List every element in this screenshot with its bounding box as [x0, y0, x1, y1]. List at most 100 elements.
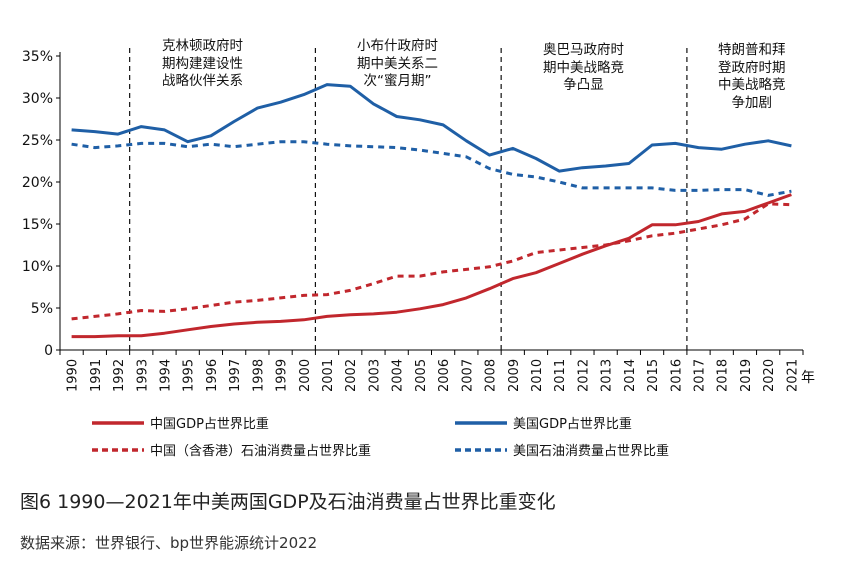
x-tick-label: 2010	[530, 359, 545, 392]
x-tick-label: 1990	[66, 359, 81, 392]
x-tick-label: 2009	[507, 359, 522, 392]
data-point	[279, 320, 282, 323]
data-point	[604, 186, 607, 189]
figure-source: 数据来源：世界银行、bp世界能源统计2022	[20, 534, 318, 552]
x-tick-label: 2007	[460, 359, 475, 392]
data-point	[627, 239, 630, 242]
data-point	[140, 142, 143, 145]
x-tick-label: 2014	[623, 359, 638, 392]
annotation-line: 期构建建设性	[162, 55, 243, 72]
data-point	[256, 321, 259, 324]
y-tick-label: 30%	[22, 91, 53, 107]
data-point	[163, 332, 166, 335]
data-point	[581, 246, 584, 249]
data-point	[70, 128, 73, 131]
data-point	[790, 190, 793, 193]
data-point	[279, 101, 282, 104]
x-tick-label: 2001	[321, 359, 336, 392]
annotation-line: 争加剧	[731, 94, 773, 111]
data-point	[233, 322, 236, 325]
x-tick-label: 1991	[89, 359, 104, 392]
data-point	[302, 140, 305, 143]
legend-swatch-dashed-red-icon	[92, 447, 144, 452]
data-point	[534, 251, 537, 254]
legend-swatch-solid-blue-icon	[455, 420, 507, 425]
x-tick-label: 2020	[762, 359, 777, 392]
data-point	[395, 311, 398, 314]
legend-label: 中国GDP占世界比重	[150, 417, 269, 432]
x-tick-label: 2012	[576, 359, 591, 392]
legend-swatch-solid-red-icon	[92, 420, 144, 425]
x-tick-label: 2017	[693, 359, 708, 392]
data-point	[418, 118, 421, 121]
data-point	[627, 186, 630, 189]
legend-label: 中国（含香港）石油消费量占世界比重	[150, 444, 372, 459]
y-tick-label: 10%	[22, 259, 53, 275]
data-point	[70, 335, 73, 338]
data-point	[720, 223, 723, 226]
data-point	[767, 139, 770, 142]
data-point	[627, 162, 630, 165]
annotation-line: 特朗普和拜	[718, 42, 786, 58]
data-point	[465, 268, 468, 271]
data-point	[743, 143, 746, 146]
series-line-0	[71, 193, 792, 339]
data-point	[465, 139, 468, 142]
x-tick-label: 2019	[739, 359, 754, 392]
data-point	[465, 155, 468, 158]
x-tick-label: 2008	[484, 359, 499, 392]
data-point	[720, 188, 723, 191]
data-point	[117, 144, 120, 147]
data-point	[140, 334, 143, 337]
data-point	[534, 157, 537, 160]
series-line-3	[71, 140, 792, 197]
annotation-line: 克林顿政府时	[162, 38, 243, 54]
data-point	[697, 220, 700, 223]
data-point	[186, 145, 189, 148]
data-point	[790, 203, 793, 206]
data-point	[302, 93, 305, 96]
data-point	[326, 83, 329, 86]
data-point	[442, 270, 445, 273]
data-point	[442, 123, 445, 126]
data-point	[418, 149, 421, 152]
data-point	[674, 232, 677, 235]
data-point	[372, 145, 375, 148]
series-line-2	[71, 202, 792, 321]
data-point	[186, 307, 189, 310]
data-point	[372, 102, 375, 105]
annotation-obama: 奥巴马政府时 期中美战略竞 争凸显	[543, 42, 624, 95]
data-point	[558, 249, 561, 252]
legend-us-oil: 美国石油消费量占世界比重	[455, 440, 669, 459]
x-tick-label: 2005	[414, 359, 429, 392]
data-point	[326, 293, 329, 296]
x-tick-label: 2006	[437, 359, 452, 392]
data-point	[117, 133, 120, 136]
data-point	[163, 142, 166, 145]
x-tick-label: 2011	[553, 359, 568, 392]
annotation-line: 争凸显	[563, 77, 604, 93]
data-point	[697, 228, 700, 231]
data-point	[651, 144, 654, 147]
data-point	[209, 143, 212, 146]
data-point	[209, 304, 212, 307]
legend-china-oil: 中国（含香港）石油消费量占世界比重	[92, 440, 371, 459]
legend-us-gdp: 美国GDP占世界比重	[455, 413, 632, 432]
y-tick-label: 35%	[22, 49, 53, 65]
annotation-clinton: 克林顿政府时 期构建建设性 战略伙伴关系	[162, 38, 243, 91]
data-point	[395, 146, 398, 149]
annotation-line: 奥巴马政府时	[543, 42, 624, 58]
data-point	[488, 287, 491, 290]
data-point	[743, 217, 746, 220]
data-point	[209, 134, 212, 137]
data-point	[349, 144, 352, 147]
data-point	[581, 253, 584, 256]
data-point	[140, 125, 143, 128]
data-point	[697, 146, 700, 149]
data-point	[117, 334, 120, 337]
x-tick-label: 2018	[716, 359, 731, 392]
data-point	[743, 210, 746, 213]
data-point	[233, 145, 236, 148]
data-point	[117, 312, 120, 315]
data-point	[488, 167, 491, 170]
